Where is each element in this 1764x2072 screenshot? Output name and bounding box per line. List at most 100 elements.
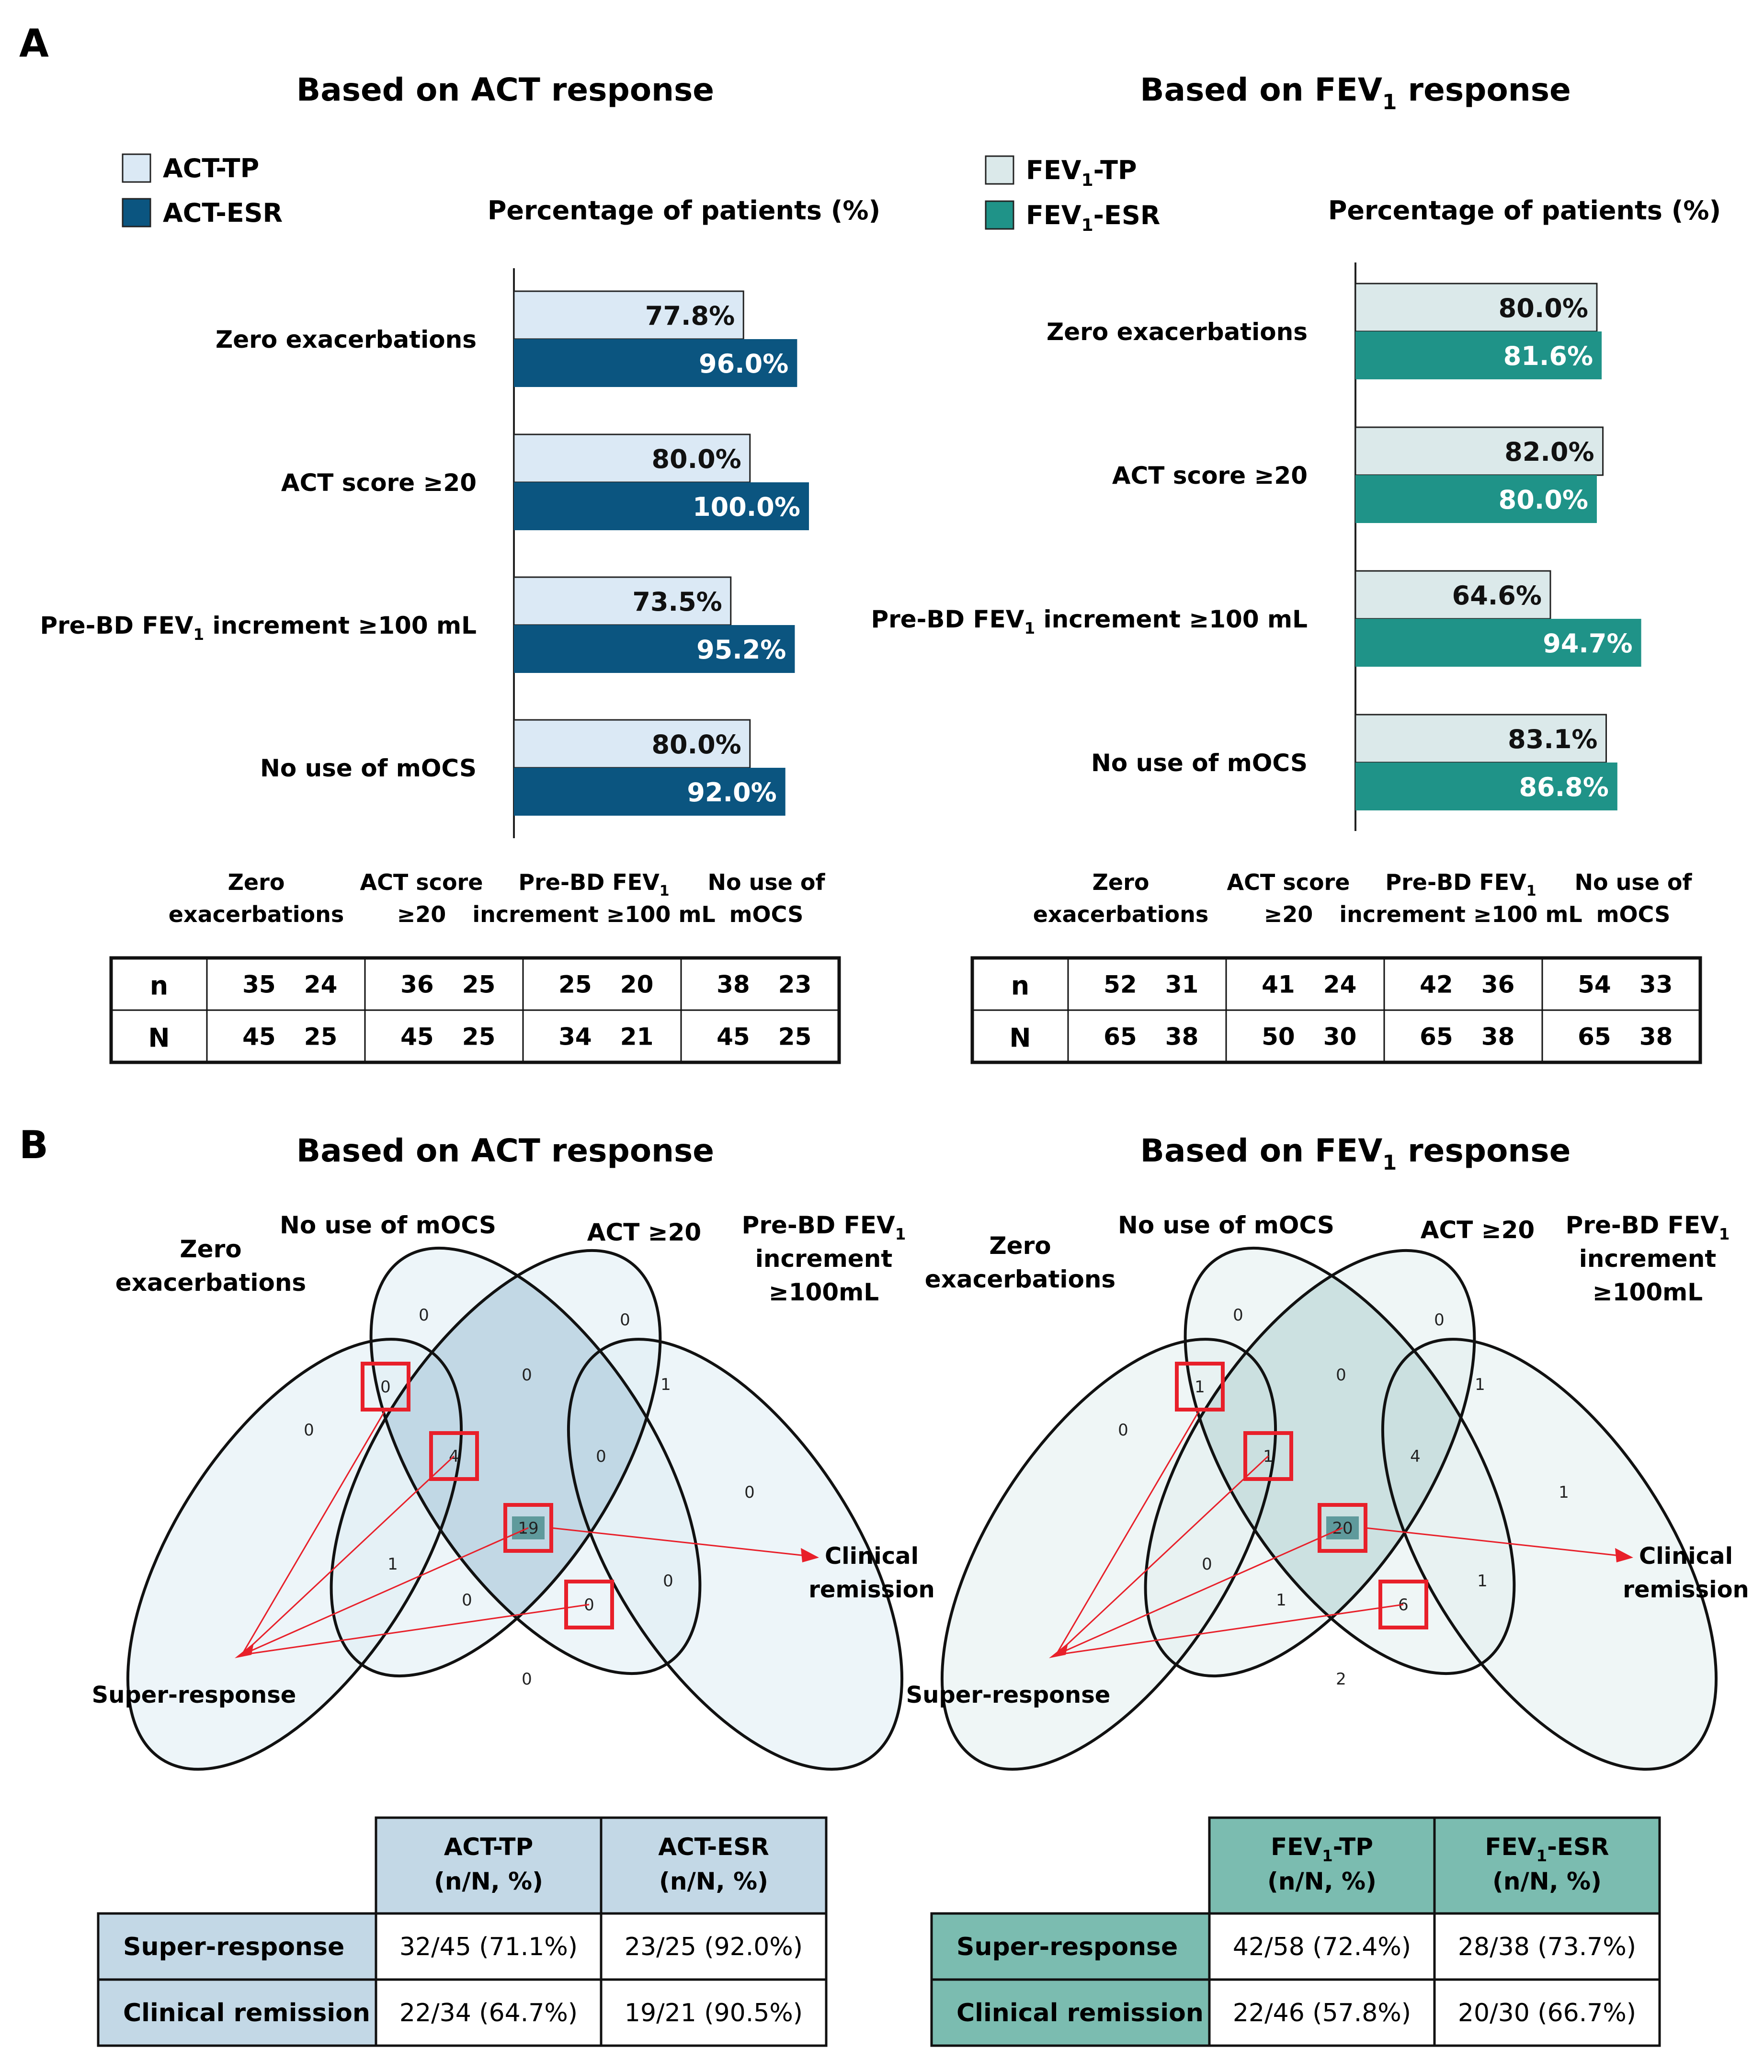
legend-swatch-esr bbox=[985, 200, 1014, 230]
table-cell: 65 bbox=[1104, 1023, 1137, 1051]
table-header: increment ≥100 mL bbox=[472, 901, 715, 927]
value-text: 20/30 (66.7%) bbox=[1458, 1999, 1636, 2027]
value-text: 19/21 (90.5%) bbox=[625, 1999, 803, 2027]
arrow-line bbox=[241, 1455, 455, 1656]
bar-tp bbox=[513, 719, 751, 769]
category-label: Zero exacerbations bbox=[216, 326, 477, 353]
table-cell: 31 bbox=[1165, 971, 1199, 999]
arrow-line bbox=[1056, 1527, 1343, 1656]
region-count: 0 bbox=[596, 1447, 606, 1466]
table-cell: 65 bbox=[1578, 1023, 1611, 1051]
venn-title: Based on ACT response bbox=[296, 1132, 714, 1169]
highlight-box bbox=[1378, 1580, 1428, 1629]
region-count: 0 bbox=[419, 1306, 429, 1325]
arrow-line bbox=[241, 1527, 529, 1656]
set-outline bbox=[567, 1338, 904, 1771]
region-count: 0 bbox=[744, 1483, 755, 1502]
x-axis-label: Percentage of patients (%) bbox=[488, 195, 880, 226]
table-cell: 45 bbox=[717, 1023, 750, 1051]
set-fill bbox=[568, 1339, 902, 1769]
value-text: 22/34 (64.7%) bbox=[399, 1999, 578, 2027]
bar-tp bbox=[513, 576, 732, 626]
value-cell bbox=[600, 1978, 828, 2047]
table-row-label: n bbox=[150, 971, 168, 1001]
x-axis-label: Percentage of patients (%) bbox=[1328, 195, 1721, 226]
set-outline bbox=[126, 1338, 463, 1771]
set-label: ACT ≥20 bbox=[587, 1218, 701, 1246]
bar-tp bbox=[1354, 283, 1598, 332]
legend-label-tp: FEV1-TP bbox=[1026, 155, 1137, 190]
table-cell: 38 bbox=[1481, 1023, 1515, 1051]
super-response-label: Super-response bbox=[92, 1682, 296, 1708]
clinical-remission-label: Clinical bbox=[825, 1543, 919, 1570]
region-count: 1 bbox=[1477, 1571, 1488, 1591]
venn-fev: Based on FEV1​ response0001011121406201S… bbox=[906, 1132, 1749, 1771]
set-outline bbox=[330, 1249, 662, 1678]
set-label: ≥100mL bbox=[769, 1278, 879, 1306]
table-row-label: n bbox=[1011, 971, 1029, 1001]
bar-chart-fev: Based on FEV1 response FEV1-TP FEV1-ESR … bbox=[871, 71, 1721, 1064]
table-row-label: N bbox=[148, 1023, 170, 1053]
value-cell bbox=[375, 1912, 603, 1981]
table-cell: 20 bbox=[620, 971, 654, 999]
set-label: No use of mOCS bbox=[280, 1211, 496, 1239]
set-label: exacerbations bbox=[925, 1265, 1115, 1293]
set-label: Zero bbox=[989, 1232, 1051, 1260]
highlight-box bbox=[429, 1431, 479, 1481]
data-label: 95.2% bbox=[696, 635, 786, 665]
region-count: 0 bbox=[1336, 1366, 1346, 1385]
super-response-label: Super-response bbox=[906, 1682, 1111, 1708]
table-cell: 34 bbox=[558, 1023, 592, 1051]
summary-table-act: ACT-TP (n/N, %) ACT-ESR (n/N, %) Super-respo… bbox=[97, 1816, 828, 2047]
set-label: Zero bbox=[180, 1235, 241, 1263]
table-row-label: N bbox=[1009, 1023, 1031, 1053]
header-text: (n/N, %) bbox=[434, 1867, 543, 1895]
arrow-head bbox=[1615, 1548, 1633, 1562]
chart-title: Based on FEV1 response bbox=[1140, 71, 1571, 114]
table-header: No use of bbox=[1574, 869, 1692, 895]
table-header: ACT score bbox=[1227, 869, 1350, 895]
region-count: 0 bbox=[462, 1591, 472, 1610]
header-text: ACT-TP bbox=[444, 1833, 533, 1861]
set-label: increment bbox=[755, 1245, 892, 1273]
bar-esr bbox=[514, 339, 797, 387]
table-header: Pre-BD FEV1​ bbox=[1385, 869, 1536, 899]
bar-tp bbox=[1354, 714, 1607, 763]
set-label: No use of mOCS bbox=[1118, 1211, 1334, 1239]
header-cell bbox=[1433, 1816, 1661, 1915]
value-cell bbox=[1433, 1978, 1661, 2047]
table-header: Pre-BD FEV1​ bbox=[518, 869, 669, 899]
value-cell bbox=[600, 1912, 828, 1981]
bar-esr bbox=[514, 482, 809, 530]
region-count: 0 bbox=[522, 1670, 532, 1689]
region-count: 0 bbox=[663, 1571, 673, 1591]
region-count: 1 bbox=[1475, 1375, 1485, 1394]
legend-swatch-tp bbox=[122, 153, 151, 183]
row-label: Super-response bbox=[956, 1933, 1178, 1961]
set-label: Pre-BD FEV1​ bbox=[742, 1211, 906, 1243]
legend-swatch-tp bbox=[985, 155, 1014, 185]
legend-label-esr: ACT-ESR bbox=[163, 198, 283, 228]
arrow-line bbox=[1055, 1455, 1269, 1656]
value-text: 28/38 (73.7%) bbox=[1458, 1933, 1636, 1961]
summary-table-fev: FEV1​-TP(n/N, %)FEV1​-ESR(n/N, %)Super-r… bbox=[930, 1816, 1661, 2047]
bar-tp bbox=[1354, 570, 1551, 620]
category-label: ACT score ≥20 bbox=[1112, 462, 1308, 490]
category-label: ACT score ≥20 bbox=[281, 469, 477, 497]
table-cell: 45 bbox=[242, 1023, 276, 1051]
table-header: Zero bbox=[228, 869, 285, 895]
clinical-remission-label: remission bbox=[808, 1576, 934, 1603]
legend-label-tp: ACT-TP bbox=[163, 153, 259, 183]
region-count: 0 bbox=[1434, 1310, 1445, 1330]
set-outline bbox=[1381, 1338, 1718, 1771]
data-label: 77.8% bbox=[645, 301, 735, 331]
set-label: ≥100mL bbox=[1593, 1278, 1703, 1306]
table-cell: 38 bbox=[717, 971, 750, 999]
row-label-cell bbox=[930, 1978, 1211, 2047]
category-label: No use of mOCS bbox=[1091, 749, 1308, 777]
arrow-head bbox=[235, 1643, 254, 1658]
category-label: No use of mOCS bbox=[260, 754, 477, 782]
highlight-box bbox=[1243, 1431, 1293, 1481]
category-label: Zero exacerbations bbox=[1047, 318, 1308, 346]
